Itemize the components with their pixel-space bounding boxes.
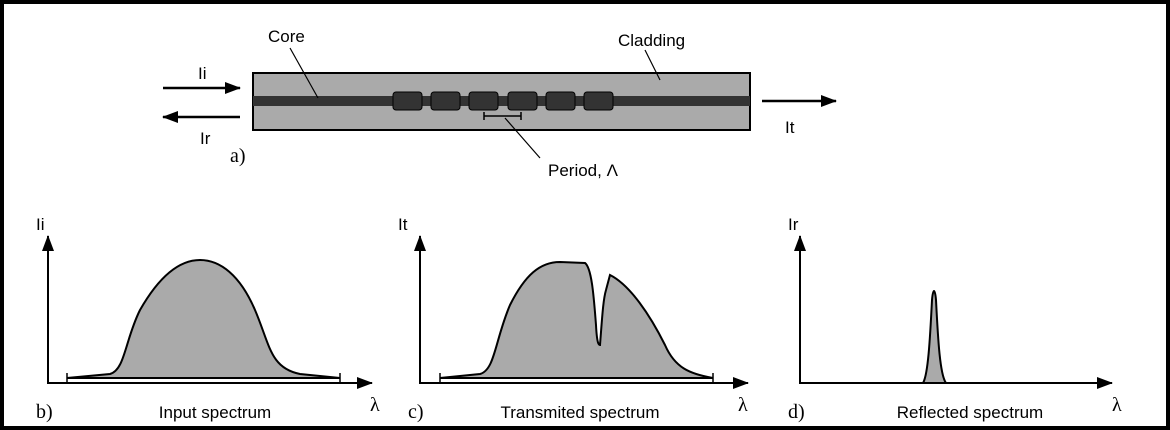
label: Period, Λ [548,161,619,180]
panel-label: b) [36,401,53,423]
label: Ir [200,129,211,148]
caption: Input spectrum [159,403,271,422]
label: Core [268,27,305,46]
core [253,96,750,106]
axis-label: λ [370,394,380,416]
axis-label: It [398,215,408,234]
axis-label: λ [1112,394,1122,416]
caption: Reflected spectrum [897,403,1043,422]
panel-label: c) [408,401,424,423]
label: It [785,118,795,137]
label: a) [230,145,246,167]
axis-label: Ii [36,215,45,234]
panel-label: d) [788,401,805,423]
axis-label: λ [738,394,748,416]
axis-label: Ir [788,215,799,234]
label: Cladding [618,31,685,50]
label: Ii [198,64,207,83]
caption: Transmited spectrum [500,403,659,422]
diagram: Core Cladding Ii Ir It a) Period, Λ Ii λ… [0,0,1170,430]
